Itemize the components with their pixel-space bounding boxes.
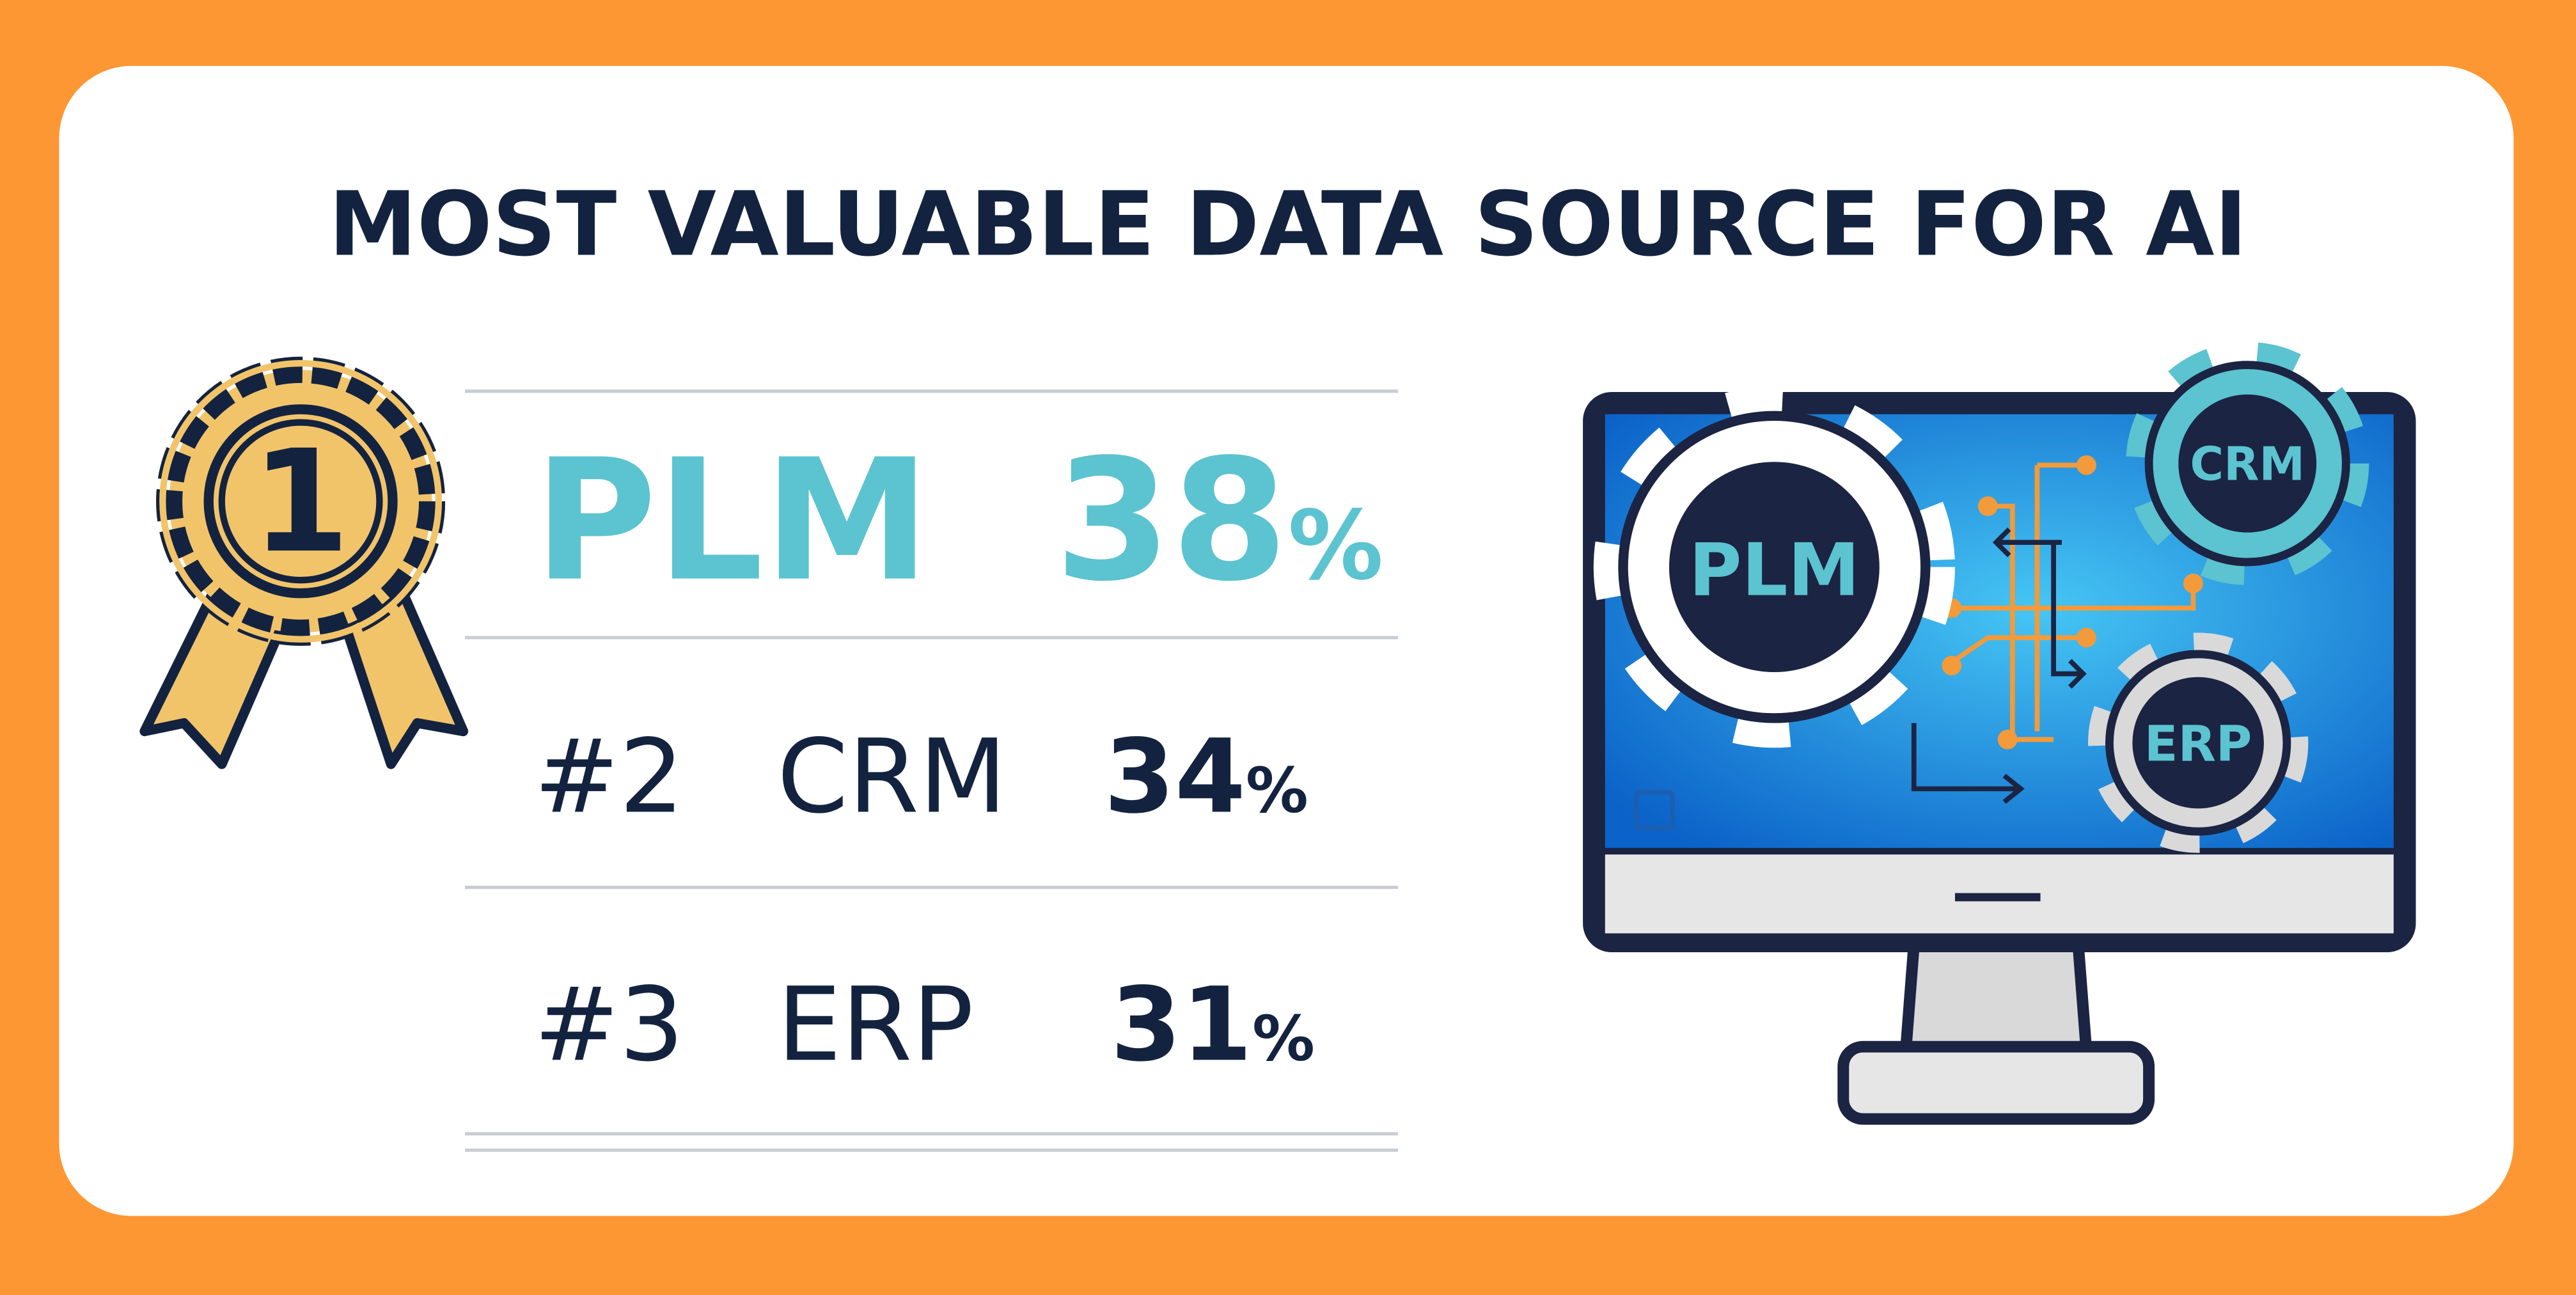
rank-label: CRM bbox=[777, 717, 1007, 836]
value: 34 bbox=[1104, 717, 1246, 836]
chip-icon bbox=[1633, 789, 1675, 831]
arrow bbox=[1911, 723, 2025, 804]
rank-label: ERP bbox=[777, 965, 973, 1084]
dot bbox=[1997, 729, 2018, 750]
value: 38 bbox=[1055, 423, 1288, 618]
medal-edge bbox=[159, 359, 443, 643]
medal-ring bbox=[218, 419, 383, 584]
gear-erp bbox=[2088, 632, 2309, 853]
arrow bbox=[1992, 527, 2062, 558]
dot bbox=[2183, 573, 2203, 593]
rank-number: #2 bbox=[534, 717, 684, 836]
gear-label: CRM bbox=[2190, 437, 2305, 491]
gear-hub bbox=[1669, 462, 1880, 673]
stand-neck bbox=[1899, 939, 2093, 1058]
rank-label: PLM bbox=[534, 423, 931, 618]
dot bbox=[1942, 655, 1962, 676]
rank-value: 38% bbox=[1055, 423, 1383, 618]
arrow bbox=[2051, 542, 2087, 689]
medal-inner bbox=[203, 404, 398, 599]
value: 31 bbox=[1111, 965, 1253, 1084]
gear-plm bbox=[1593, 386, 1955, 748]
arrows bbox=[1911, 527, 2087, 804]
gear-hub bbox=[2132, 677, 2264, 809]
unit: % bbox=[1252, 1002, 1315, 1075]
title: MOST VALUABLE DATA SOURCE FOR AI bbox=[329, 173, 2247, 276]
trace bbox=[1988, 503, 2054, 742]
gear-label: ERP bbox=[2144, 716, 2252, 773]
rank-value: 31% bbox=[1111, 965, 1315, 1084]
dot bbox=[1977, 496, 1998, 516]
rank-value: 34% bbox=[1104, 717, 1308, 836]
separators bbox=[464, 389, 1399, 1152]
unit: % bbox=[1246, 754, 1308, 827]
gear-crm bbox=[2126, 341, 2369, 585]
badge-number: 1 bbox=[251, 420, 350, 585]
medal bbox=[139, 356, 469, 769]
dot bbox=[2077, 627, 2096, 648]
circuit-dots bbox=[1942, 455, 2203, 750]
dot bbox=[2077, 455, 2096, 475]
stand-base bbox=[1837, 1040, 2155, 1125]
gear-hub bbox=[2178, 394, 2317, 533]
gear-label: PLM bbox=[1689, 528, 1860, 612]
unit: % bbox=[1288, 491, 1383, 602]
rank-number: #3 bbox=[534, 965, 684, 1084]
